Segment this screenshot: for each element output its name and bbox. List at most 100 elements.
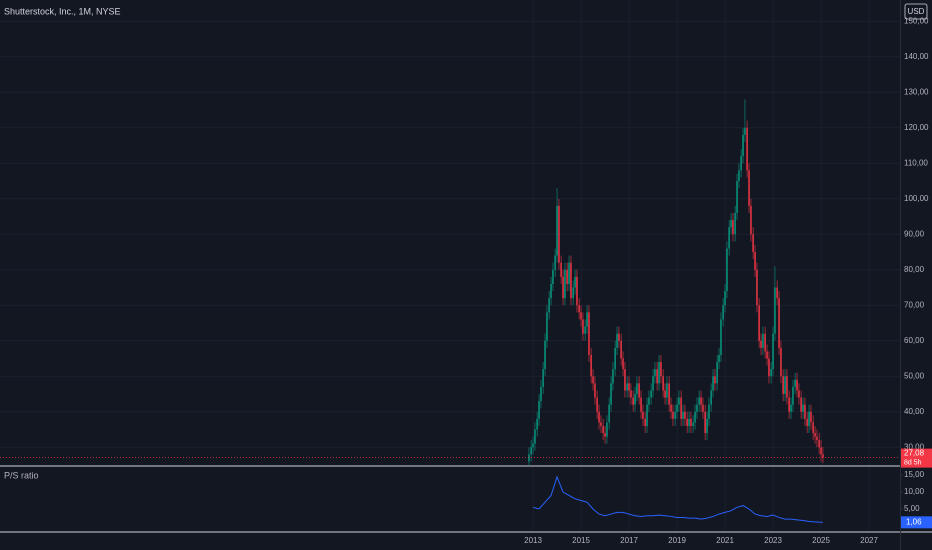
candle-body xyxy=(550,283,552,299)
candle-body xyxy=(676,404,678,412)
y-tick-label: 10,00 xyxy=(904,487,925,496)
indicator-pane xyxy=(532,475,823,523)
candle-body xyxy=(810,411,812,423)
y-tick-label: 110,00 xyxy=(904,158,928,167)
candle-body xyxy=(660,362,662,377)
candle-body xyxy=(672,411,674,419)
candle-body xyxy=(822,454,824,458)
candle-body xyxy=(542,369,544,387)
candle-body xyxy=(692,422,694,426)
candle-body xyxy=(806,418,808,426)
candle-body xyxy=(752,234,754,253)
candle-body xyxy=(708,404,710,419)
candle-body xyxy=(590,354,592,377)
price-pane xyxy=(528,99,824,465)
y-tick-label: 70,00 xyxy=(904,300,925,309)
candle-body xyxy=(758,305,760,341)
candle-body xyxy=(688,418,690,426)
candle-body xyxy=(768,358,770,377)
candle-body xyxy=(730,220,732,228)
candle-body xyxy=(736,181,738,213)
candle-body xyxy=(594,383,596,398)
candle-body xyxy=(682,411,684,419)
x-tick-label: 2019 xyxy=(668,536,686,545)
candle-body xyxy=(658,362,660,384)
candle-body xyxy=(790,404,792,412)
candle-body xyxy=(674,411,676,419)
candle-body xyxy=(704,411,706,434)
candle-body xyxy=(566,269,568,284)
candle-body xyxy=(648,397,650,405)
candle-body xyxy=(794,379,796,387)
candle-body xyxy=(608,404,610,423)
candle-body xyxy=(552,269,554,284)
candle-body xyxy=(534,429,536,444)
candle-body xyxy=(548,298,550,313)
candle-body xyxy=(642,411,644,419)
candle-body xyxy=(702,404,704,412)
candle-body xyxy=(626,383,628,391)
candle-body xyxy=(564,269,566,299)
candle-body xyxy=(546,312,548,341)
candle-body xyxy=(656,369,658,384)
candle-body xyxy=(636,383,638,395)
candle-body xyxy=(742,134,744,157)
y-tick-label: 120,00 xyxy=(904,123,929,132)
candle-body xyxy=(620,340,622,359)
chart-title: Shutterstock, Inc., 1M, NYSE xyxy=(4,6,121,16)
candle-body xyxy=(814,433,816,437)
candle-body xyxy=(562,276,564,299)
x-tick-label: 2017 xyxy=(620,536,638,545)
candle-body xyxy=(560,262,562,277)
candle-body xyxy=(748,170,750,206)
candle-body xyxy=(798,390,800,398)
candle-body xyxy=(712,376,714,391)
candle-body xyxy=(572,287,574,299)
candle-body xyxy=(556,205,558,256)
candle-body xyxy=(684,411,686,419)
candle-body xyxy=(782,376,784,395)
candle-body xyxy=(756,269,758,306)
candle-body xyxy=(732,220,734,235)
candle-body xyxy=(722,305,724,320)
y-tick-label: 50,00 xyxy=(904,371,925,380)
candle-body xyxy=(634,394,636,405)
candle-body xyxy=(792,386,794,405)
y-tick-label: 5,00 xyxy=(904,504,920,513)
candle-body xyxy=(640,397,642,412)
candle-body xyxy=(750,205,752,235)
candle-body xyxy=(570,262,572,299)
x-tick-label: 2023 xyxy=(764,536,782,545)
currency-button[interactable] xyxy=(904,3,928,20)
candle-body xyxy=(714,376,716,384)
candle-body xyxy=(724,291,726,306)
last-value-label: 1,06 xyxy=(906,517,922,526)
candle-body xyxy=(800,397,802,412)
candle-body xyxy=(614,347,616,370)
candle-body xyxy=(586,312,588,327)
candle-body xyxy=(638,383,640,398)
candle-body xyxy=(746,127,748,171)
candle-body xyxy=(644,418,646,426)
last-price-label: 27,08 xyxy=(904,449,925,458)
currency-label[interactable]: USD xyxy=(908,7,925,16)
candle-body xyxy=(624,369,626,391)
candle-body xyxy=(618,333,620,341)
candle-body xyxy=(596,397,598,412)
candle-body xyxy=(740,156,742,171)
candle-body xyxy=(606,422,608,437)
candle-body xyxy=(632,397,634,405)
x-tick-label: 2021 xyxy=(716,536,734,545)
candle-body xyxy=(578,305,580,313)
candle-body xyxy=(694,411,696,423)
candle-body xyxy=(592,376,594,384)
candle-body xyxy=(820,447,822,455)
candle-body xyxy=(816,436,818,441)
candle-body xyxy=(754,252,756,270)
candle-body xyxy=(788,397,790,412)
last-price-box xyxy=(901,448,932,468)
candle-body xyxy=(696,404,698,412)
countdown-label: 8d 5h xyxy=(904,459,922,466)
x-tick-label: 2025 xyxy=(812,536,830,545)
